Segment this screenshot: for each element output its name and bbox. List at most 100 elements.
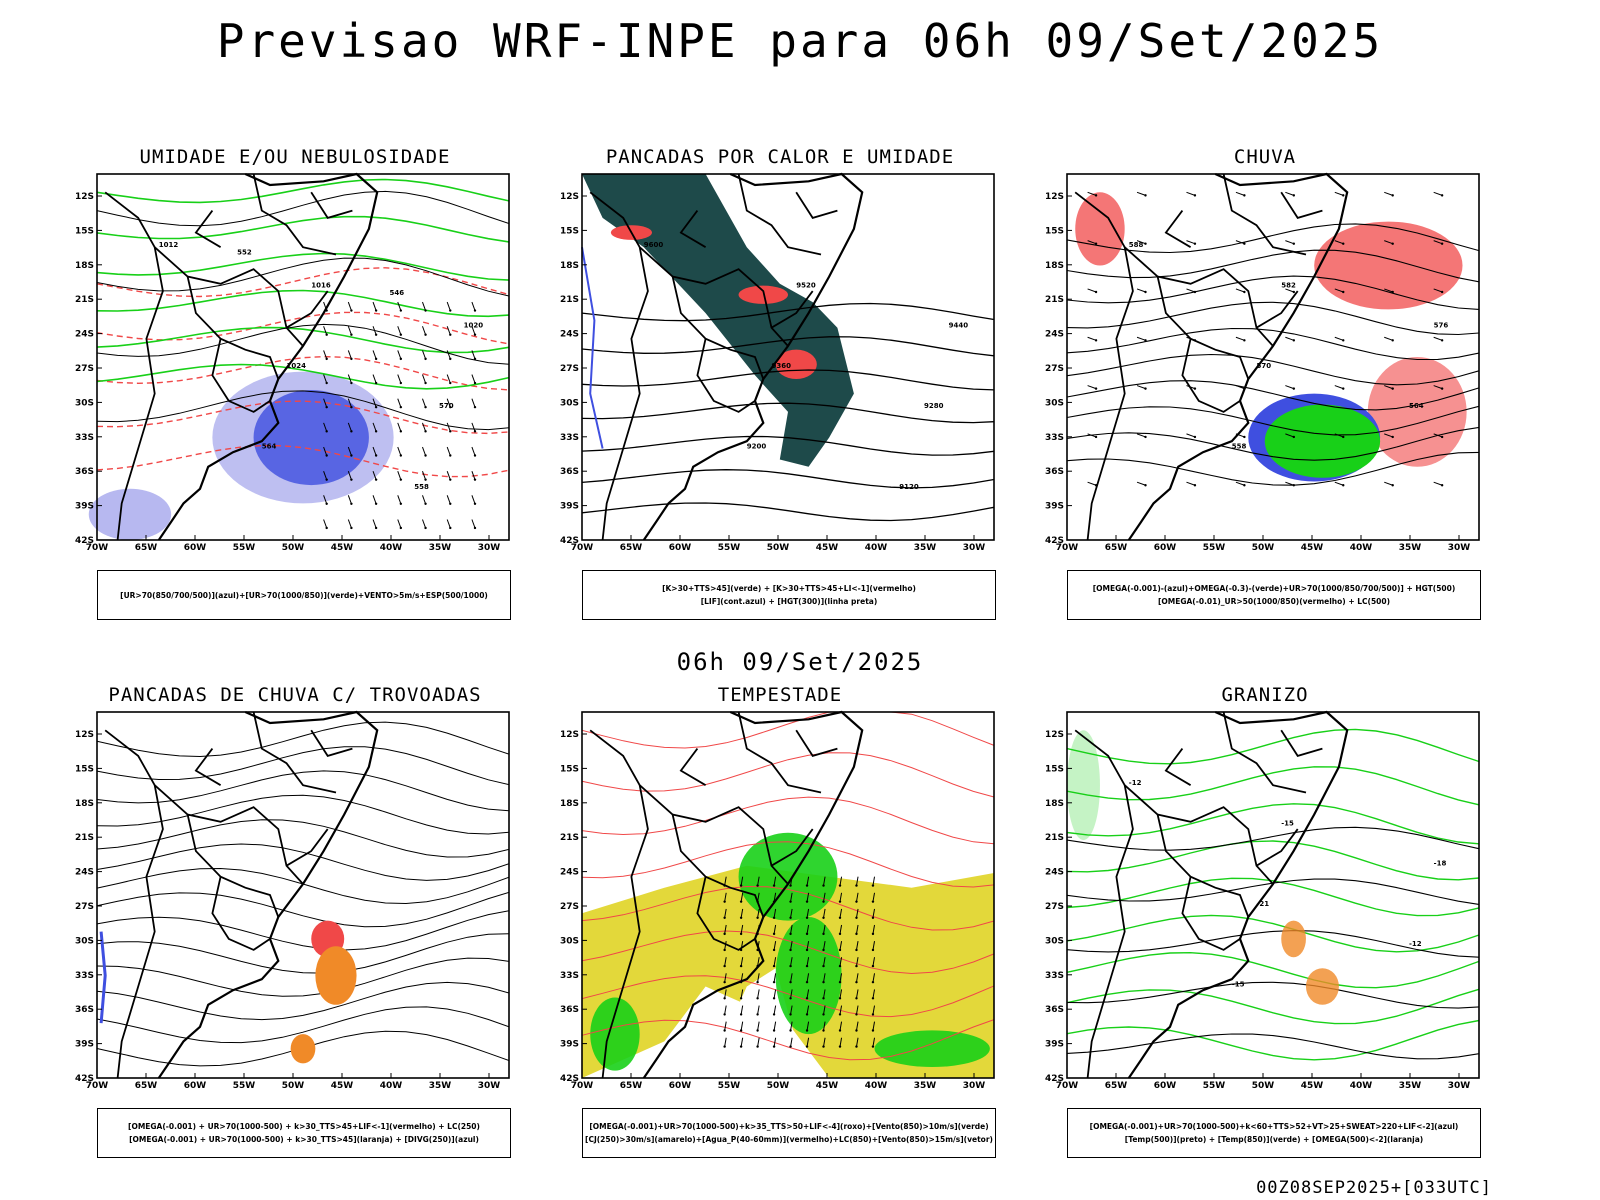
wind-vector-head	[871, 1045, 875, 1048]
state-border	[1222, 711, 1307, 794]
wind-vector-head	[325, 357, 328, 361]
streamline-arrow-head	[1094, 242, 1098, 245]
wind-vector	[806, 1005, 810, 1015]
wind-vector	[446, 471, 451, 480]
wind-vector-head	[789, 1013, 792, 1016]
wind-vector-head	[789, 997, 792, 1000]
streamline-arrow-head	[1292, 484, 1296, 487]
field-layer	[581, 710, 995, 1079]
field-layer	[1066, 172, 1480, 541]
wind-vector	[323, 422, 328, 432]
lon-tick-label: 65W	[135, 543, 158, 553]
wind-vector-head	[424, 357, 427, 361]
lat-tick-label: 42S	[560, 536, 579, 546]
wind-vector-head	[399, 405, 403, 409]
wind-vector-head	[822, 1045, 825, 1048]
wind-vector-head	[399, 333, 403, 336]
wind-vector-head	[871, 948, 875, 952]
wind-vector	[471, 398, 476, 408]
wind-vector	[422, 326, 427, 335]
state-border	[795, 191, 838, 219]
lat-tick-label: 30S	[560, 936, 579, 946]
wind-vector	[323, 519, 328, 529]
wind-vector	[397, 495, 402, 504]
wind-vector	[855, 876, 859, 886]
streamline-arrow	[1087, 336, 1097, 341]
state-border	[310, 729, 353, 757]
lon-tick-label: 65W	[620, 543, 643, 553]
wind-vector-head	[473, 381, 477, 385]
wind-vector-head	[838, 964, 842, 968]
wind-vector	[740, 908, 744, 918]
lon-tick-label: 60W	[184, 1081, 207, 1091]
streamline-arrow	[1087, 191, 1097, 196]
state-border	[1222, 173, 1307, 256]
wind-vector	[446, 374, 451, 384]
wind-vector-head	[399, 502, 403, 506]
state-border	[1181, 338, 1241, 413]
state-border	[589, 191, 789, 347]
height-contour	[1066, 405, 1480, 436]
wind-vector-head	[772, 932, 776, 936]
wind-vector	[740, 1005, 744, 1015]
streamline-arrow-head	[1193, 194, 1197, 197]
streamline	[96, 721, 510, 758]
streamline-arrow-head	[1391, 339, 1394, 342]
wind-vector	[397, 374, 402, 384]
wind-vector-head	[789, 884, 792, 887]
streamline-arrow	[1334, 336, 1344, 341]
streamline-arrow	[1285, 191, 1294, 196]
state-border	[104, 729, 304, 885]
wind-vector-head	[424, 478, 427, 481]
map-frame	[96, 711, 510, 1079]
streamline	[96, 770, 510, 812]
legend-line-1: [K>30+TTS>45](verde) + [K>30+TTS>45+LI<-…	[662, 584, 916, 593]
thunder-orange-area	[290, 1034, 316, 1064]
wind-vector	[872, 1021, 876, 1031]
wind-vector-head	[723, 964, 726, 968]
streamline-arrow-head	[1342, 242, 1345, 245]
wind-vector-head	[449, 405, 452, 409]
streamline-850	[581, 752, 995, 798]
streamline-arrow	[1384, 191, 1393, 196]
wind-vector-head	[871, 1013, 875, 1016]
lon-tick-label: 55W	[233, 543, 256, 553]
streamline-arrow	[1433, 433, 1443, 438]
lon-tick-label: 70W	[1056, 543, 1079, 553]
wind-vector	[397, 301, 402, 311]
wind-vector	[740, 1021, 744, 1031]
streamline-arrow	[1285, 433, 1294, 438]
field-layer	[96, 710, 510, 1079]
geopotential-contour	[581, 302, 995, 322]
contour-label: -12	[1409, 940, 1422, 948]
wind-vector	[372, 422, 377, 432]
wind-vector-head	[350, 478, 353, 481]
streamline	[96, 843, 510, 881]
wind-vector-head	[756, 1013, 759, 1016]
pressure-contour	[96, 257, 510, 297]
wind-vector	[347, 495, 352, 504]
lat-tick-label: 24S	[560, 330, 579, 340]
wind-vector-head	[739, 900, 743, 903]
lon-tick-label: 70W	[86, 543, 109, 553]
wind-vector	[323, 374, 328, 384]
wind-vector	[790, 973, 793, 983]
wind-vector	[790, 941, 793, 951]
wind-vector-head	[374, 430, 378, 433]
streamline	[96, 819, 510, 858]
lon-tick-label: 45W	[331, 1081, 354, 1091]
legend-line-1: [OMEGA(-0.001)-(azul)+OMEGA(-0.3)-(verde…	[1092, 584, 1456, 593]
wind-vector	[397, 519, 402, 529]
lat-tick-label: 33S	[560, 971, 579, 981]
wind-vector-head	[822, 1029, 825, 1032]
streamline-arrow-head	[1440, 290, 1444, 294]
streamline-850	[581, 711, 995, 749]
legend-line-2: [OMEGA(-0.01)_UR>50(1000/850)(vermelho) …	[1157, 597, 1391, 606]
lon-tick-label: 35W	[429, 1081, 452, 1091]
pressure-contour	[96, 323, 510, 365]
streamline-arrow-head	[1094, 290, 1098, 294]
state-border	[671, 276, 765, 380]
wind850-area	[874, 1030, 990, 1068]
wind-vector-head	[756, 1029, 759, 1032]
